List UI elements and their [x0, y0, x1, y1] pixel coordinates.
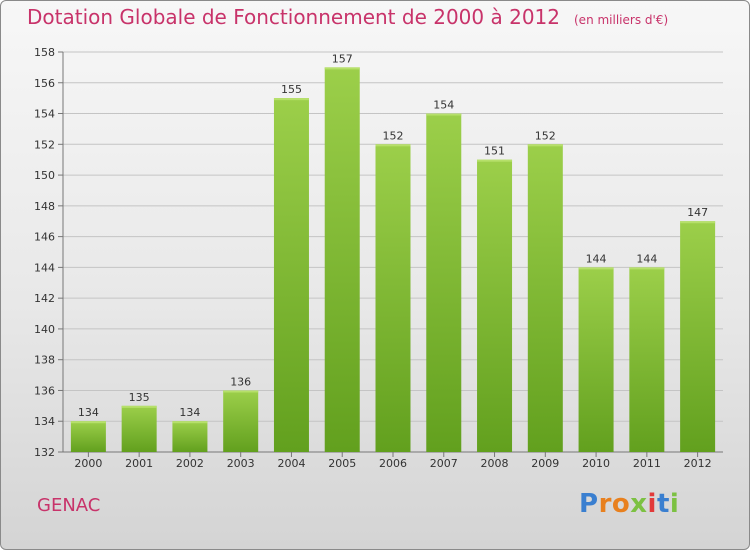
bar-value-label: 134: [78, 406, 99, 419]
y-tick-label: 136: [34, 384, 55, 397]
bar-top-highlight: [324, 67, 360, 70]
bar-top-highlight: [223, 390, 259, 393]
x-tick-label: 2000: [74, 457, 102, 470]
y-tick-label: 146: [34, 231, 55, 244]
logo-letter: i: [647, 489, 657, 519]
bar-top-highlight: [477, 159, 513, 162]
logo-letter: r: [598, 489, 612, 519]
y-tick-label: 158: [34, 46, 55, 59]
bar-top-highlight: [375, 144, 411, 147]
chart-title: Dotation Globale de Fonctionnement de 20…: [27, 5, 560, 29]
x-tick-label: 2003: [227, 457, 255, 470]
y-tick-label: 144: [34, 261, 55, 274]
proxiti-logo: Proxiti: [579, 489, 679, 519]
bar-top-highlight: [527, 144, 563, 147]
y-tick-label: 156: [34, 77, 55, 90]
bar-top-highlight: [426, 113, 462, 116]
x-tick-label: 2005: [328, 457, 356, 470]
x-tick-label: 2008: [481, 457, 509, 470]
x-tick-label: 2004: [277, 457, 305, 470]
bar-top-highlight: [680, 221, 716, 224]
bar: [680, 221, 716, 452]
x-tick-label: 2011: [633, 457, 661, 470]
logo-letter: x: [630, 489, 648, 519]
logo-letter: t: [656, 489, 670, 519]
bar-value-label: 147: [687, 206, 708, 219]
commune-name: GENAC: [37, 495, 101, 516]
chart-unit: (en milliers d'€): [574, 13, 669, 27]
logo-letter: i: [669, 489, 680, 519]
y-tick-label: 140: [34, 323, 55, 336]
x-tick-label: 2001: [125, 457, 153, 470]
bar: [324, 67, 360, 452]
y-tick-label: 152: [34, 138, 55, 151]
bar: [375, 144, 411, 453]
y-tick-label: 142: [34, 292, 55, 305]
bar-top-highlight: [70, 421, 106, 424]
bar-value-label: 155: [281, 83, 302, 96]
y-tick-label: 148: [34, 200, 55, 213]
x-tick-label: 2006: [379, 457, 407, 470]
bar-top-highlight: [121, 405, 157, 408]
x-tick-label: 2002: [176, 457, 204, 470]
bar: [273, 98, 309, 453]
logo-letter: P: [579, 489, 599, 519]
bar-value-label: 144: [586, 252, 607, 265]
bar: [527, 144, 563, 453]
y-tick-label: 150: [34, 169, 55, 182]
bar: [629, 267, 665, 452]
bar-value-label: 154: [433, 99, 454, 112]
bar: [426, 113, 462, 453]
bar: [477, 159, 513, 452]
bar-top-highlight: [629, 267, 665, 270]
bar: [70, 421, 106, 452]
y-tick-label: 138: [34, 354, 55, 367]
logo-letter: o: [611, 489, 631, 519]
bar-value-label: 152: [535, 129, 556, 142]
y-tick-label: 134: [34, 415, 55, 428]
bar-value-label: 136: [230, 375, 251, 388]
bar-top-highlight: [273, 98, 309, 101]
bar-top-highlight: [172, 421, 208, 424]
bar-value-label: 144: [636, 252, 657, 265]
x-tick-label: 2010: [582, 457, 610, 470]
x-tick-label: 2012: [684, 457, 712, 470]
x-tick-label: 2009: [531, 457, 559, 470]
bar: [578, 267, 614, 452]
bar-value-label: 134: [179, 406, 200, 419]
y-tick-label: 154: [34, 108, 55, 121]
bar-value-label: 135: [129, 391, 150, 404]
bar-value-label: 157: [332, 52, 353, 65]
bar-value-label: 151: [484, 145, 505, 158]
bar: [172, 421, 208, 452]
chart-title-block: Dotation Globale de Fonctionnement de 20…: [27, 5, 668, 29]
bar-top-highlight: [578, 267, 614, 270]
y-tick-label: 132: [34, 446, 55, 459]
x-tick-label: 2007: [430, 457, 458, 470]
bar-value-label: 152: [383, 129, 404, 142]
bar: [121, 405, 157, 452]
bar: [223, 390, 259, 452]
